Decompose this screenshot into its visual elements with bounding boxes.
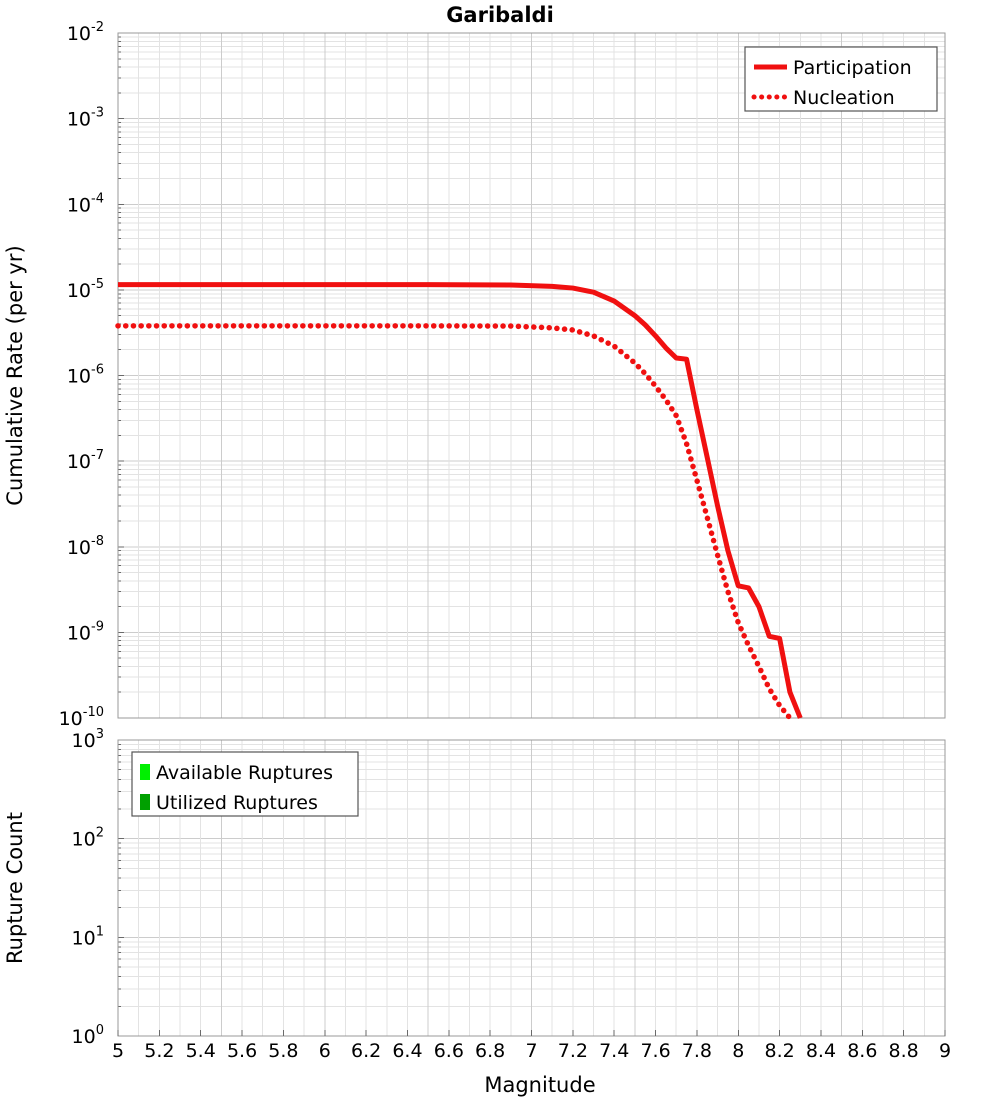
x-axis-tick-label: 7.2 [558,1040,588,1062]
y-axis-tick-exponent: 1 [96,924,104,939]
y-axis-tick-label: 10-3 [67,106,104,131]
x-axis-tick-label: 5.2 [144,1040,174,1062]
x-axis-tick-label: 8.2 [764,1040,794,1062]
y-axis-tick-exponent: -6 [91,363,104,378]
x-axis-label: Magnitude [484,1073,595,1097]
x-axis-tick-label: 6.2 [351,1040,381,1062]
legend-label-available: Available Ruptures [156,762,333,784]
series-line-nucleation [115,323,793,721]
x-axis-tick-label: 8.6 [847,1040,877,1062]
cumulative-rate-panel: 10-210-310-410-510-610-710-810-910-10Cum… [3,20,946,730]
x-axis-tick-label: 6.8 [475,1040,505,1062]
series-line-participation [118,282,803,719]
y-axis-tick-label: 10-5 [67,277,104,302]
y-axis-label-rupture-count: Rupture Count [3,812,27,964]
legend-swatch-available [140,764,150,780]
y-axis-tick-label: 10-4 [67,191,104,216]
chart-title-group: Garibaldi [446,3,554,27]
y-axis-tick-exponent: 3 [96,727,104,742]
legend-swatch-utilized [140,794,150,810]
legend-label-participation: Participation [793,57,912,79]
y-axis-tick-exponent: -3 [91,106,104,121]
y-axis-tick-exponent: -10 [83,705,104,720]
x-axis-tick-label: 5 [112,1040,124,1062]
x-axis-tick-label: 6 [319,1040,331,1062]
x-axis-tick-label: 6.6 [434,1040,464,1062]
y-axis-tick-exponent: -2 [91,20,104,35]
x-axis-tick-label: 8.4 [806,1040,836,1062]
x-axis-tick-label: 8 [732,1040,744,1062]
plot-frame [117,32,946,719]
y-axis-tick-exponent: 2 [96,826,104,841]
x-axis-tick-label: 7.4 [599,1040,629,1062]
y-axis-tick-label: 10-7 [67,448,104,473]
y-axis-tick-exponent: -7 [91,448,104,463]
x-axis-tick-label: 6.4 [392,1040,422,1062]
legend-label-nucleation: Nucleation [793,87,895,109]
x-axis-tick-label: 5.4 [186,1040,216,1062]
y-axis-label-cumulative-rate: Cumulative Rate (per yr) [3,245,27,505]
y-axis-tick-label: 101 [72,924,104,949]
y-axis-tick-label: 100 [72,1023,104,1048]
y-axis-tick-label: 10-6 [67,363,104,388]
x-axis-tick-label: 5.8 [268,1040,298,1062]
x-axis-tick-label: 9 [939,1040,951,1062]
y-axis-tick-exponent: -8 [91,534,104,549]
legend-label-utilized: Utilized Ruptures [156,792,318,814]
legend-box-top [744,46,938,112]
x-axis-tick-label: 7.8 [682,1040,712,1062]
y-axis-tick-label: 103 [72,727,104,752]
legend-box-bottom [131,751,359,817]
y-axis-tick-exponent: -4 [91,191,104,206]
y-axis-tick-exponent: -5 [91,277,104,292]
x-axis: 5 5.2 5.4 5.6 5.8 6 6.2 6.4 6.6 6.8 7 7.2 7.4 7.6 7.8 8… [112,1030,951,1062]
y-axis-tick-label: 102 [72,826,104,851]
y-axis-tick-label: 10-2 [67,20,104,45]
x-axis-tick-label: 7 [525,1040,537,1062]
x-axis-tick-label: 8.8 [889,1040,919,1062]
y-axis-tick-exponent: -9 [91,619,104,634]
y-axis-tick-exponent: 0 [96,1023,104,1038]
y-axis-tick-label: 10-8 [67,534,104,559]
y-axis-tick-label: 10-9 [67,619,104,644]
x-axis-tick-label: 5.6 [227,1040,257,1062]
x-axis-tick-label: 7.6 [640,1040,670,1062]
page-title: Garibaldi [446,3,554,27]
